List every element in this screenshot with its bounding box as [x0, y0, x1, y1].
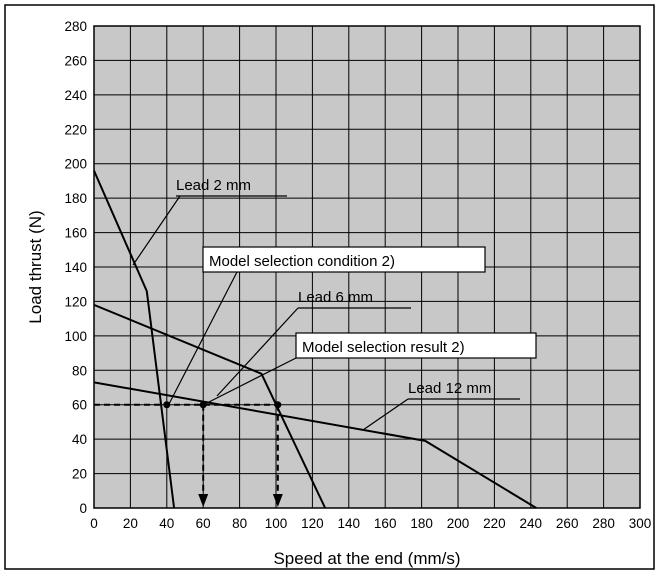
y-tick-label: 260 [64, 53, 87, 68]
y-tick-label: 80 [72, 363, 87, 378]
annotation-box [202, 246, 486, 273]
x-tick-label: 160 [374, 516, 397, 531]
annotation-leader [362, 398, 409, 431]
x-tick-label: 120 [301, 516, 324, 531]
annotation-leader [204, 357, 297, 405]
y-tick-label: 20 [72, 467, 87, 482]
y-tick-label: 100 [64, 329, 87, 344]
y-tick-label: 180 [64, 191, 87, 206]
annotation-box [295, 332, 537, 359]
annotation-label: Lead 6 mm [298, 289, 373, 306]
series-line [93, 303, 327, 509]
x-tick-label: 40 [159, 516, 174, 531]
annotation-label: Lead 12 mm [408, 380, 491, 397]
x-tick-label: 180 [410, 516, 433, 531]
y-tick-label: 280 [64, 19, 87, 34]
reference-lines [94, 403, 283, 507]
x-tick-label: 100 [265, 516, 288, 531]
annotation-leader [216, 307, 299, 397]
y-tick-labels: 0 20 40 60 80 100 120 140 160 180 200 220 240 260 280 [64, 19, 87, 516]
x-tick-label: 80 [232, 516, 247, 531]
x-tick-label: 20 [123, 516, 138, 531]
x-tick-label: 200 [447, 516, 470, 531]
annotation-label: Model selection condition 2) [209, 253, 395, 270]
y-axis-label: Load thrust (N) [26, 210, 45, 323]
y-tick-label: 200 [64, 157, 87, 172]
y-tick-label: 0 [79, 501, 87, 516]
x-tick-label: 140 [338, 516, 361, 531]
reference-arrowhead [198, 494, 209, 507]
y-tick-label: 120 [64, 294, 87, 309]
y-tick-label: 140 [64, 260, 87, 275]
y-tick-label: 160 [64, 226, 87, 241]
x-tick-label: 60 [196, 516, 211, 531]
x-tick-label: 280 [592, 516, 615, 531]
annotation-label: Model selection result 2) [302, 339, 465, 356]
reference-arrowhead [272, 494, 283, 507]
x-tick-label: 240 [520, 516, 543, 531]
annotation-leader [168, 271, 238, 405]
x-tick-label: 220 [483, 516, 506, 531]
y-tick-label: 60 [72, 398, 87, 413]
reference-point [274, 401, 282, 409]
annotation-label: Lead 2 mm [176, 177, 251, 194]
annotation-leader [132, 195, 181, 266]
annotations: Lead 2 mm Lead 6 mm Lead 12 mm Model select… [132, 177, 537, 431]
y-tick-label: 220 [64, 122, 87, 137]
x-tick-labels: 0 20 40 60 80 100 120 140 160 180 200 220 240 260 280 3… [90, 516, 651, 531]
x-tick-label: 300 [629, 516, 652, 531]
y-tick-label: 40 [72, 432, 87, 447]
x-tick-label: 260 [556, 516, 579, 531]
series-line [93, 170, 176, 509]
reference-point [199, 401, 207, 409]
reference-point [163, 401, 171, 409]
reference-points [163, 401, 282, 409]
y-tick-label: 240 [64, 88, 87, 103]
x-axis-label: Speed at the end (mm/s) [273, 549, 460, 568]
x-tick-label: 0 [90, 516, 98, 531]
plot-border [93, 25, 641, 509]
